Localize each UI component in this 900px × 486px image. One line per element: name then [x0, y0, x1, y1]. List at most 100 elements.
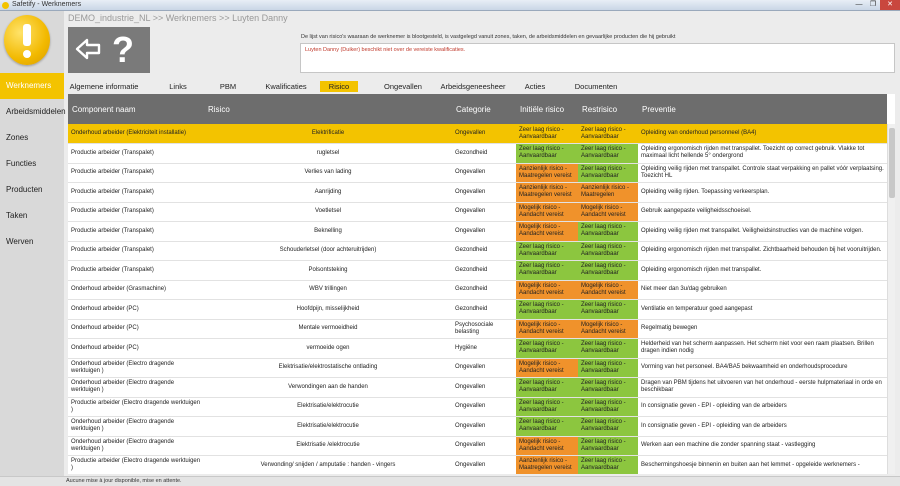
tab-documenten[interactable]: Documenten — [574, 82, 618, 91]
cell-categorie: Ongevallen — [452, 377, 516, 398]
risk-description: De lijst van risico's waaraan de werknem… — [301, 34, 676, 40]
col-header-categorie[interactable]: Categorie — [452, 94, 516, 124]
cell-initieel: Zeer laag risico - Aanvaardbaar — [516, 143, 578, 164]
cell-component: Productie arbeider (Transpalet) — [68, 260, 204, 281]
cell-component: Productie arbeider (Transpalet) — [68, 143, 204, 164]
cell-restrisico: Zeer laag risico - Aanvaardbaar — [578, 416, 638, 437]
cell-risico: Voetletsel — [204, 202, 452, 222]
cell-categorie: Ongevallen — [452, 416, 516, 437]
window-title: Safetify - Werknemers — [12, 1, 82, 8]
breadcrumb: DEMO_industrie_NL >> Werknemers >> Luyte… — [68, 13, 288, 23]
cell-component: Productie arbeider (Electro dragende wer… — [68, 455, 204, 474]
cell-initieel: Mogelijk risico - Aandacht vereist — [516, 358, 578, 378]
cell-initieel: Zeer laag risico - Aanvaardbaar — [516, 397, 578, 417]
cell-risico: Polsontsteking — [204, 260, 452, 281]
cell-risico: Elektrisatie/elektrocutie — [204, 416, 452, 437]
col-header-risico[interactable]: Risico — [204, 94, 452, 124]
cell-initieel: Mogelijk risico - Aandacht vereist — [516, 280, 578, 300]
table-row[interactable]: Productie arbeider (Transpalet) Schouderl… — [68, 241, 887, 261]
navigation-box: ? — [68, 27, 150, 73]
cell-initieel: Mogelijk risico - Aandacht vereist — [516, 221, 578, 242]
scrollbar-thumb[interactable] — [889, 128, 895, 198]
tab-acties[interactable]: Acties — [524, 82, 546, 91]
cell-initieel: Zeer laag risico - Aanvaardbaar — [516, 124, 578, 144]
cell-categorie: Hygiëne — [452, 338, 516, 359]
risk-table-body: Onderhoud arbeider (Elektriciteit instal… — [68, 124, 887, 474]
app-icon — [2, 2, 9, 9]
cell-restrisico: Mogelijk risico - Aandacht vereist — [578, 280, 638, 300]
minimize-button[interactable]: — — [855, 1, 863, 8]
table-row[interactable]: Onderhoud arbeider (PC) Mentale vermoeidh… — [68, 319, 887, 339]
sidebar-item-werven[interactable]: Werven — [6, 237, 34, 246]
maximize-button[interactable]: ❐ — [869, 1, 877, 8]
cell-restrisico: Zeer laag risico - Aanvaardbaar — [578, 299, 638, 320]
cell-component: Productie arbeider (Transpalet) — [68, 163, 204, 183]
table-row[interactable]: Productie arbeider (Transpalet) Aanrijdin… — [68, 182, 887, 203]
tab-algemene-informatie[interactable]: Algemene informatie — [69, 82, 139, 91]
cell-restrisico: Zeer laag risico - Aanvaardbaar — [578, 241, 638, 261]
cell-restrisico: Zeer laag risico - Aanvaardbaar — [578, 260, 638, 281]
cell-preventie: Dragen van PBM tijdens het uitvoeren van… — [638, 377, 887, 398]
title-bar: Safetify - Werknemers — ❐ ✕ — [0, 0, 900, 11]
cell-component: Productie arbeider (Electro dragende wer… — [68, 397, 204, 417]
sidebar-item-zones[interactable]: Zones — [6, 133, 29, 142]
table-row[interactable]: Productie arbeider (Transpalet) rugletsel… — [68, 143, 887, 164]
table-row[interactable]: Productie arbeider (Transpalet) Beknellin… — [68, 221, 887, 242]
table-scrollbar[interactable] — [887, 124, 895, 474]
cell-component: Onderhoud arbeider (PC) — [68, 338, 204, 359]
sidebar-item-taken[interactable]: Taken — [6, 211, 28, 220]
table-row[interactable]: Productie arbeider (Transpalet) Voetletse… — [68, 202, 887, 222]
table-row[interactable]: Onderhoud arbeider (Grasmachine) WBV tril… — [68, 280, 887, 300]
cell-categorie: Ongevallen — [452, 124, 516, 144]
cell-preventie: Opleiding ergonomisch rijden met transpa… — [638, 260, 887, 281]
table-row[interactable]: Productie arbeider (Transpalet) Polsontst… — [68, 260, 887, 281]
sidebar-nav: Werknemers Arbeidsmiddelen Zones Functies Pr… — [0, 73, 66, 255]
tab-ongevallen[interactable]: Ongevallen — [384, 82, 422, 91]
tab-pbm[interactable]: PBM — [219, 82, 237, 91]
col-header-preventie[interactable]: Preventie — [638, 94, 887, 124]
cell-component: Onderhoud arbeider (Electro dragende wer… — [68, 358, 204, 378]
tab-links[interactable]: Links — [169, 82, 187, 91]
sidebar-item-producten[interactable]: Producten — [6, 185, 43, 194]
cell-categorie: Ongevallen — [452, 455, 516, 474]
cell-categorie: Ongevallen — [452, 358, 516, 378]
cell-restrisico: Zeer laag risico - Aanvaardbaar — [578, 221, 638, 242]
cell-preventie: Ventilatie en temperatuur goed aangepast — [638, 299, 887, 320]
table-row[interactable]: Onderhoud arbeider (Electro dragende wer… — [68, 416, 887, 437]
table-row[interactable]: Onderhoud arbeider (PC) vermoeide ogen Hyg… — [68, 338, 887, 359]
back-arrow-icon[interactable] — [74, 35, 102, 63]
cell-preventie: Gebruik aangepaste veiligheidsschoeisel. — [638, 202, 887, 222]
cell-risico: vermoeide ogen — [204, 338, 452, 359]
col-header-initieel[interactable]: Initiële risico — [516, 94, 578, 124]
sidebar-item-arbeidsmiddelen[interactable]: Arbeidsmiddelen — [6, 107, 66, 116]
sidebar-item-werknemers[interactable]: Werknemers — [0, 73, 64, 99]
col-header-component[interactable]: Component naam — [68, 94, 204, 124]
table-row[interactable]: Productie arbeider (Electro dragende wer… — [68, 397, 887, 417]
table-row[interactable]: Onderhoud arbeider (PC) Hoofdpijn, missel… — [68, 299, 887, 320]
cell-risico: Schouderletsel (door achteruitrijden) — [204, 241, 452, 261]
col-header-restrisico[interactable]: Restrisico — [578, 94, 638, 124]
qualification-note: Luyten Danny (Duiker) beschikt niet over… — [300, 43, 895, 73]
sidebar-item-functies[interactable]: Functies — [6, 159, 37, 168]
tab-bar: Algemene informatie Links PBM Kwalificaties… — [68, 81, 894, 92]
cell-preventie: Opleiding veilig rijden. Toepassing verk… — [638, 182, 887, 203]
cell-categorie: Gezondheid — [452, 260, 516, 281]
close-button[interactable]: ✕ — [880, 0, 900, 10]
cell-restrisico: Zeer laag risico - Aanvaardbaar — [578, 143, 638, 164]
table-row[interactable]: Onderhoud arbeider (Electro dragende wer… — [68, 436, 887, 456]
tab-risico[interactable]: Risico — [320, 81, 358, 92]
cell-component: Productie arbeider (Transpalet) — [68, 202, 204, 222]
table-row[interactable]: Onderhoud arbeider (Elektriciteit instal… — [68, 124, 887, 144]
table-row[interactable]: Productie arbeider (Transpalet) Verlies v… — [68, 163, 887, 183]
table-row[interactable]: Onderhoud arbeider (Electro dragende wer… — [68, 377, 887, 398]
cell-initieel: Aanzienlijk risico - Maatregelen vereist — [516, 163, 578, 183]
cell-component: Onderhoud arbeider (Electro dragende wer… — [68, 377, 204, 398]
cell-initieel: Zeer laag risico - Aanvaardbaar — [516, 377, 578, 398]
table-row[interactable]: Productie arbeider (Electro dragende wer… — [68, 455, 887, 474]
help-icon[interactable]: ? — [112, 29, 134, 70]
tab-arbeidsgeneesheer[interactable]: Arbeidsgeneesheer — [440, 82, 506, 91]
table-row[interactable]: Onderhoud arbeider (Electro dragende wer… — [68, 358, 887, 378]
tab-kwalificaties[interactable]: Kwalificaties — [265, 82, 307, 91]
cell-preventie: Opleiding ergonomisch rijden met transpa… — [638, 143, 887, 164]
cell-component: Onderhoud arbeider (Grasmachine) — [68, 280, 204, 300]
